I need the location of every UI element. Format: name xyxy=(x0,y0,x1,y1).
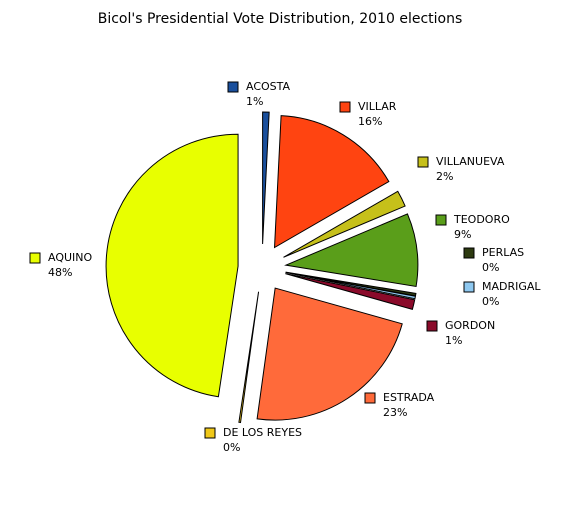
slice-label: DE LOS REYES xyxy=(223,426,302,439)
pie-slice xyxy=(256,287,403,421)
pie-slice xyxy=(285,273,416,310)
value-label: 48% xyxy=(48,266,72,279)
slice-label: AQUINO xyxy=(48,251,93,264)
legend-swatch xyxy=(364,392,376,404)
pie-slice xyxy=(273,115,390,249)
slice-label: PERLAS xyxy=(482,246,524,259)
value-label: 1% xyxy=(246,95,263,108)
legend-swatch xyxy=(463,281,475,293)
chart-title: Bicol's Presidential Vote Distribution, … xyxy=(98,11,463,27)
pie-slice xyxy=(283,190,406,258)
legend-swatch xyxy=(463,247,475,259)
slice-label: TEODORO xyxy=(453,213,510,226)
legend-swatch xyxy=(204,427,216,439)
pie-slice xyxy=(238,291,260,424)
slice-label: ESTRADA xyxy=(383,391,435,404)
value-label: 0% xyxy=(223,441,240,454)
pie-slice xyxy=(262,111,270,245)
legend-swatch xyxy=(417,156,429,168)
value-label: 23% xyxy=(383,406,407,419)
value-label: 2% xyxy=(436,170,453,183)
legend-swatch xyxy=(426,320,438,332)
slice-label: GORDON xyxy=(445,319,495,332)
slice-label: VILLAR xyxy=(358,100,397,113)
pie-slice xyxy=(284,213,419,288)
value-label: 1% xyxy=(445,334,462,347)
value-label: 9% xyxy=(454,228,471,241)
slice-label: VILLANUEVA xyxy=(436,155,505,168)
value-label: 16% xyxy=(358,115,382,128)
pie-slice xyxy=(105,133,239,398)
slice-label: MADRIGAL xyxy=(482,280,541,293)
pie-slice xyxy=(285,272,416,300)
legend-swatch xyxy=(227,81,239,93)
legend-swatch xyxy=(29,252,41,264)
slice-label: ACOSTA xyxy=(246,80,291,93)
legend-swatch xyxy=(339,101,351,113)
value-label: 0% xyxy=(482,295,499,308)
value-label: 0% xyxy=(482,261,499,274)
legend-swatch xyxy=(435,214,447,226)
